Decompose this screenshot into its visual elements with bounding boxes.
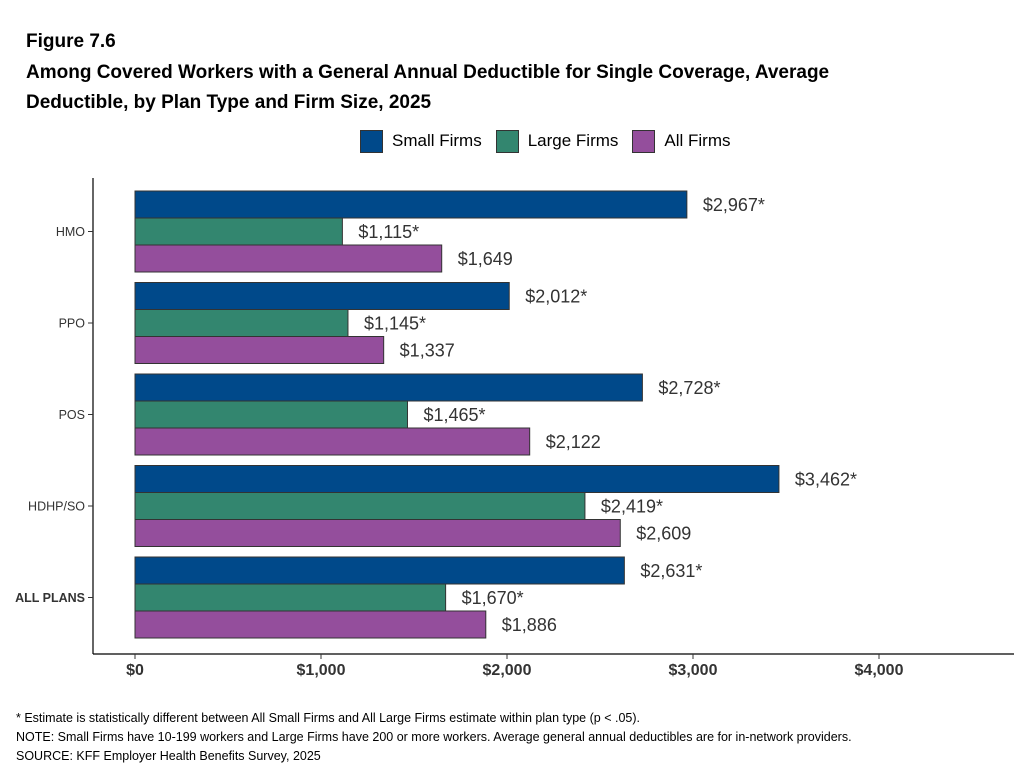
legend-label-all-firms: All Firms [664,131,731,150]
footnote-note: NOTE: Small Firms have 10-199 workers an… [16,730,852,744]
legend-swatch-all-firms [632,129,656,153]
legend-label-large-firms: Large Firms [527,131,619,150]
bar-all-firms [134,519,621,547]
chart-legend: Small Firms Large Firms All Firms [360,127,745,155]
data-label-small-firms: $3,462* [795,470,857,490]
data-label-small-firms: $2,967* [703,195,765,215]
chart-title-line-1: Among Covered Workers with a General Ann… [26,62,830,83]
bar-small-firms [134,556,625,585]
category-label: POS [59,408,85,422]
data-label-all-firms: $2,122 [546,432,601,452]
legend-item-all-firms: All Firms [632,129,731,153]
data-label-all-firms: $2,609 [636,524,691,544]
legend-label-small-firms: Small Firms [392,131,482,150]
data-label-all-firms: $1,649 [458,249,513,269]
legend-item-large-firms: Large Firms [495,129,619,153]
data-label-large-firms: $2,419* [601,497,663,517]
x-tick-label: $3,000 [669,662,718,679]
category-label: PPO [59,317,86,331]
data-label-large-firms: $1,145* [364,314,426,334]
data-label-small-firms: $2,728* [658,378,720,398]
bar-large-firms [134,217,343,246]
category-label: HMO [56,225,85,239]
bar-small-firms [134,282,510,310]
footnote-source: SOURCE: KFF Employer Health Benefits Sur… [16,749,321,763]
category-label: HDHP/SO [28,500,85,514]
bar-all-firms [134,336,385,364]
data-label-all-firms: $1,337 [400,341,455,361]
data-label-all-firms: $1,886 [502,615,557,635]
bar-all-firms [134,610,487,639]
x-tick-label: $1,000 [297,662,346,679]
legend-swatch-large-firms [495,129,519,153]
data-label-large-firms: $1,465* [423,405,485,425]
x-tick-label: $0 [126,662,144,679]
category-label: ALL PLANS [15,591,85,605]
x-tick-label: $4,000 [855,662,904,679]
bar-large-firms [134,309,349,337]
legend-swatch-small-firms [360,129,383,153]
bar-large-firms [134,492,586,520]
data-label-large-firms: $1,670* [462,588,524,608]
figure-label: Figure 7.6 [26,31,116,52]
bar-all-firms [134,427,531,456]
bar-all-firms [134,244,443,273]
data-label-large-firms: $1,115* [358,222,419,242]
bar-small-firms [134,190,688,219]
footnote-asterisk: * Estimate is statistically different be… [16,711,640,725]
footnotes: * Estimate is statistically different be… [16,709,852,766]
bar-small-firms [134,373,643,402]
bar-large-firms [134,400,408,429]
data-label-small-firms: $2,012* [525,287,587,307]
legend-item-small-firms: Small Firms [360,129,482,153]
bar-chart: $0 $1,000 $2,000 $3,000 $4,000 HMO $2,967* $1,1… [15,178,1014,679]
bar-small-firms [134,465,780,493]
data-label-small-firms: $2,631* [640,561,702,581]
bar-large-firms [134,583,447,612]
chart-title-line-2: Deductible, by Plan Type and Firm Size, … [26,92,432,113]
x-tick-label: $2,000 [483,662,532,679]
